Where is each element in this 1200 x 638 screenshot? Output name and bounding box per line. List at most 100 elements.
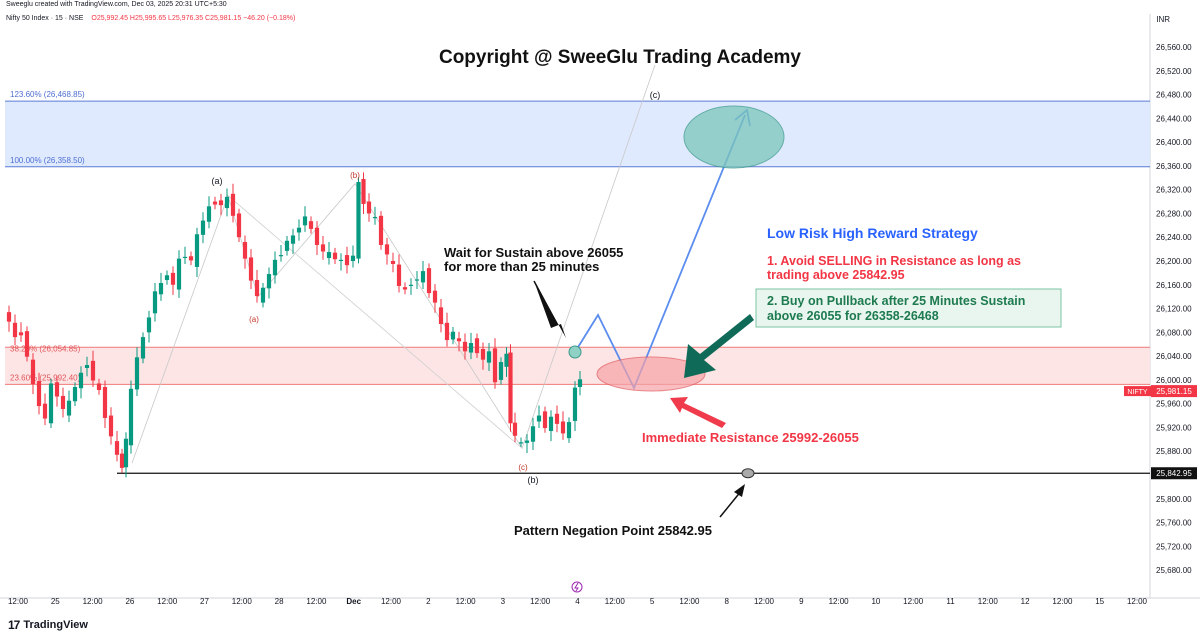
candle-body (30, 359, 36, 385)
strategy-2-line1: 2. Buy on Pullback after 25 Minutes Sust… (767, 294, 1025, 308)
y-tick-label: 26,160.00 (1156, 281, 1192, 290)
x-tick-label: 12:00 (754, 597, 775, 606)
chart-header: Sweeglu created with TradingView.com, De… (0, 0, 1200, 14)
wave-label-c-minor: (c) (518, 463, 528, 472)
candle-body (548, 416, 554, 432)
candle-body (566, 422, 572, 439)
x-tick-label: 12:00 (1052, 597, 1073, 606)
x-tick-label: 28 (275, 597, 284, 606)
x-tick-label: 12:00 (232, 597, 253, 606)
candle-body (128, 388, 134, 446)
candle-body (536, 415, 542, 422)
candle-body (378, 215, 384, 245)
tradingview-brand: TradingView (23, 619, 88, 631)
candle-body (188, 256, 194, 261)
candle-body (296, 227, 302, 233)
candle-body (134, 357, 140, 390)
candle-body (444, 322, 450, 341)
y-tick-label: 26,440.00 (1156, 114, 1192, 123)
target-zone (5, 101, 1150, 167)
candle-body (119, 453, 125, 468)
negation-arrowhead (734, 484, 745, 497)
candle-body (396, 264, 402, 286)
candle-body (350, 255, 356, 261)
y-tick-label: 26,400.00 (1156, 138, 1192, 147)
candle-body (432, 290, 438, 303)
x-tick-label: 12:00 (456, 597, 477, 606)
strategy-1-line2: trading above 25842.95 (767, 268, 905, 282)
y-tick-label: 26,360.00 (1156, 162, 1192, 171)
x-tick-label: 25 (51, 597, 60, 606)
candle-body (338, 259, 344, 262)
y-tick-label: 25,960.00 (1156, 400, 1192, 409)
candle-body (390, 261, 396, 264)
event-marker-icon (571, 581, 583, 593)
symbol-name[interactable]: Nifty 50 Index · 15 · NSE (6, 15, 84, 22)
header-attribution: Sweeglu created with TradingView.com, De… (6, 1, 227, 8)
candle-body (572, 387, 578, 421)
candle-body (486, 351, 492, 363)
y-tick-label: 26,280.00 (1156, 209, 1192, 218)
candle-body (158, 282, 164, 295)
symbol-tag (1124, 386, 1151, 397)
x-tick-label: 4 (575, 597, 580, 606)
wave-label-a-minor: (a) (249, 315, 259, 324)
strategy-title: Low Risk High Reward Strategy (767, 225, 978, 241)
y-tick-label: 26,480.00 (1156, 91, 1192, 100)
candle-body (176, 258, 182, 290)
symbol-line[interactable]: Nifty 50 Index · 15 · NSE O25,992.45 H25… (6, 15, 295, 22)
candle-body (236, 213, 242, 238)
fib-label-123: 123.60% (26,468.85) (10, 90, 85, 99)
candle-body (152, 291, 158, 314)
candle-body (278, 255, 284, 257)
x-tick-label: 12:00 (381, 597, 402, 606)
fib-label-236: 23.60% (25,992.40) (10, 373, 81, 382)
price-chart[interactable]: 26,560.00 26,520.00 26,480.00 26,440.00 26,4… (0, 0, 1200, 612)
y-tick-label: 26,120.00 (1156, 305, 1192, 314)
candle-body (326, 252, 332, 259)
last-price-tag (1151, 385, 1197, 398)
candle-body (78, 372, 84, 389)
fib-label-100: 100.00% (26,358.50) (10, 156, 85, 165)
x-tick-label: 12:00 (157, 597, 178, 606)
x-tick-label: 5 (650, 597, 655, 606)
candle-body (308, 221, 314, 229)
x-tick-label: 12:00 (829, 597, 850, 606)
x-tick-label: 11 (946, 597, 955, 606)
wave-structure-line (131, 64, 656, 464)
candle-body (530, 426, 536, 442)
candle-body (302, 216, 308, 226)
wave-label-c-target: (c) (650, 90, 661, 100)
candle-body (194, 234, 200, 267)
wait-text-line1: Wait for Sustain above 26055 (444, 245, 623, 260)
x-tick-label: 10 (871, 597, 880, 606)
x-tick-label: 12:00 (903, 597, 924, 606)
candle-body (48, 383, 54, 424)
negation-marker (741, 468, 755, 479)
last-price-label: 25,981.15 (1156, 387, 1192, 396)
candle-body (114, 441, 120, 455)
candle-body (102, 387, 108, 418)
candle-body (66, 400, 72, 416)
y-tick-label: 26,560.00 (1156, 43, 1192, 52)
candle-body (54, 382, 60, 397)
y-tick-label: 25,880.00 (1156, 447, 1192, 456)
candle-body (108, 415, 114, 437)
candle-body (182, 256, 188, 259)
tradingview-logo[interactable]: 17 TradingView (8, 618, 88, 632)
wave-ab-line (227, 195, 523, 449)
negation-text: Pattern Negation Point 25842.95 (514, 523, 712, 538)
y-tick-label: 26,520.00 (1156, 67, 1192, 76)
x-tick-label: 12:00 (679, 597, 700, 606)
resistance-arrow (670, 397, 726, 428)
candle-body (140, 337, 146, 359)
y-tick-label: 26,040.00 (1156, 352, 1192, 361)
candle-body (474, 338, 480, 354)
fib-label-382: 38.20% (26,054.85) (10, 344, 81, 353)
candle-body (6, 312, 12, 322)
candle-body (414, 279, 420, 281)
y-tick-label: 25,800.00 (1156, 495, 1192, 504)
event-bolt-icon (574, 582, 579, 592)
candle-body (18, 332, 24, 336)
candle-body (254, 280, 260, 297)
